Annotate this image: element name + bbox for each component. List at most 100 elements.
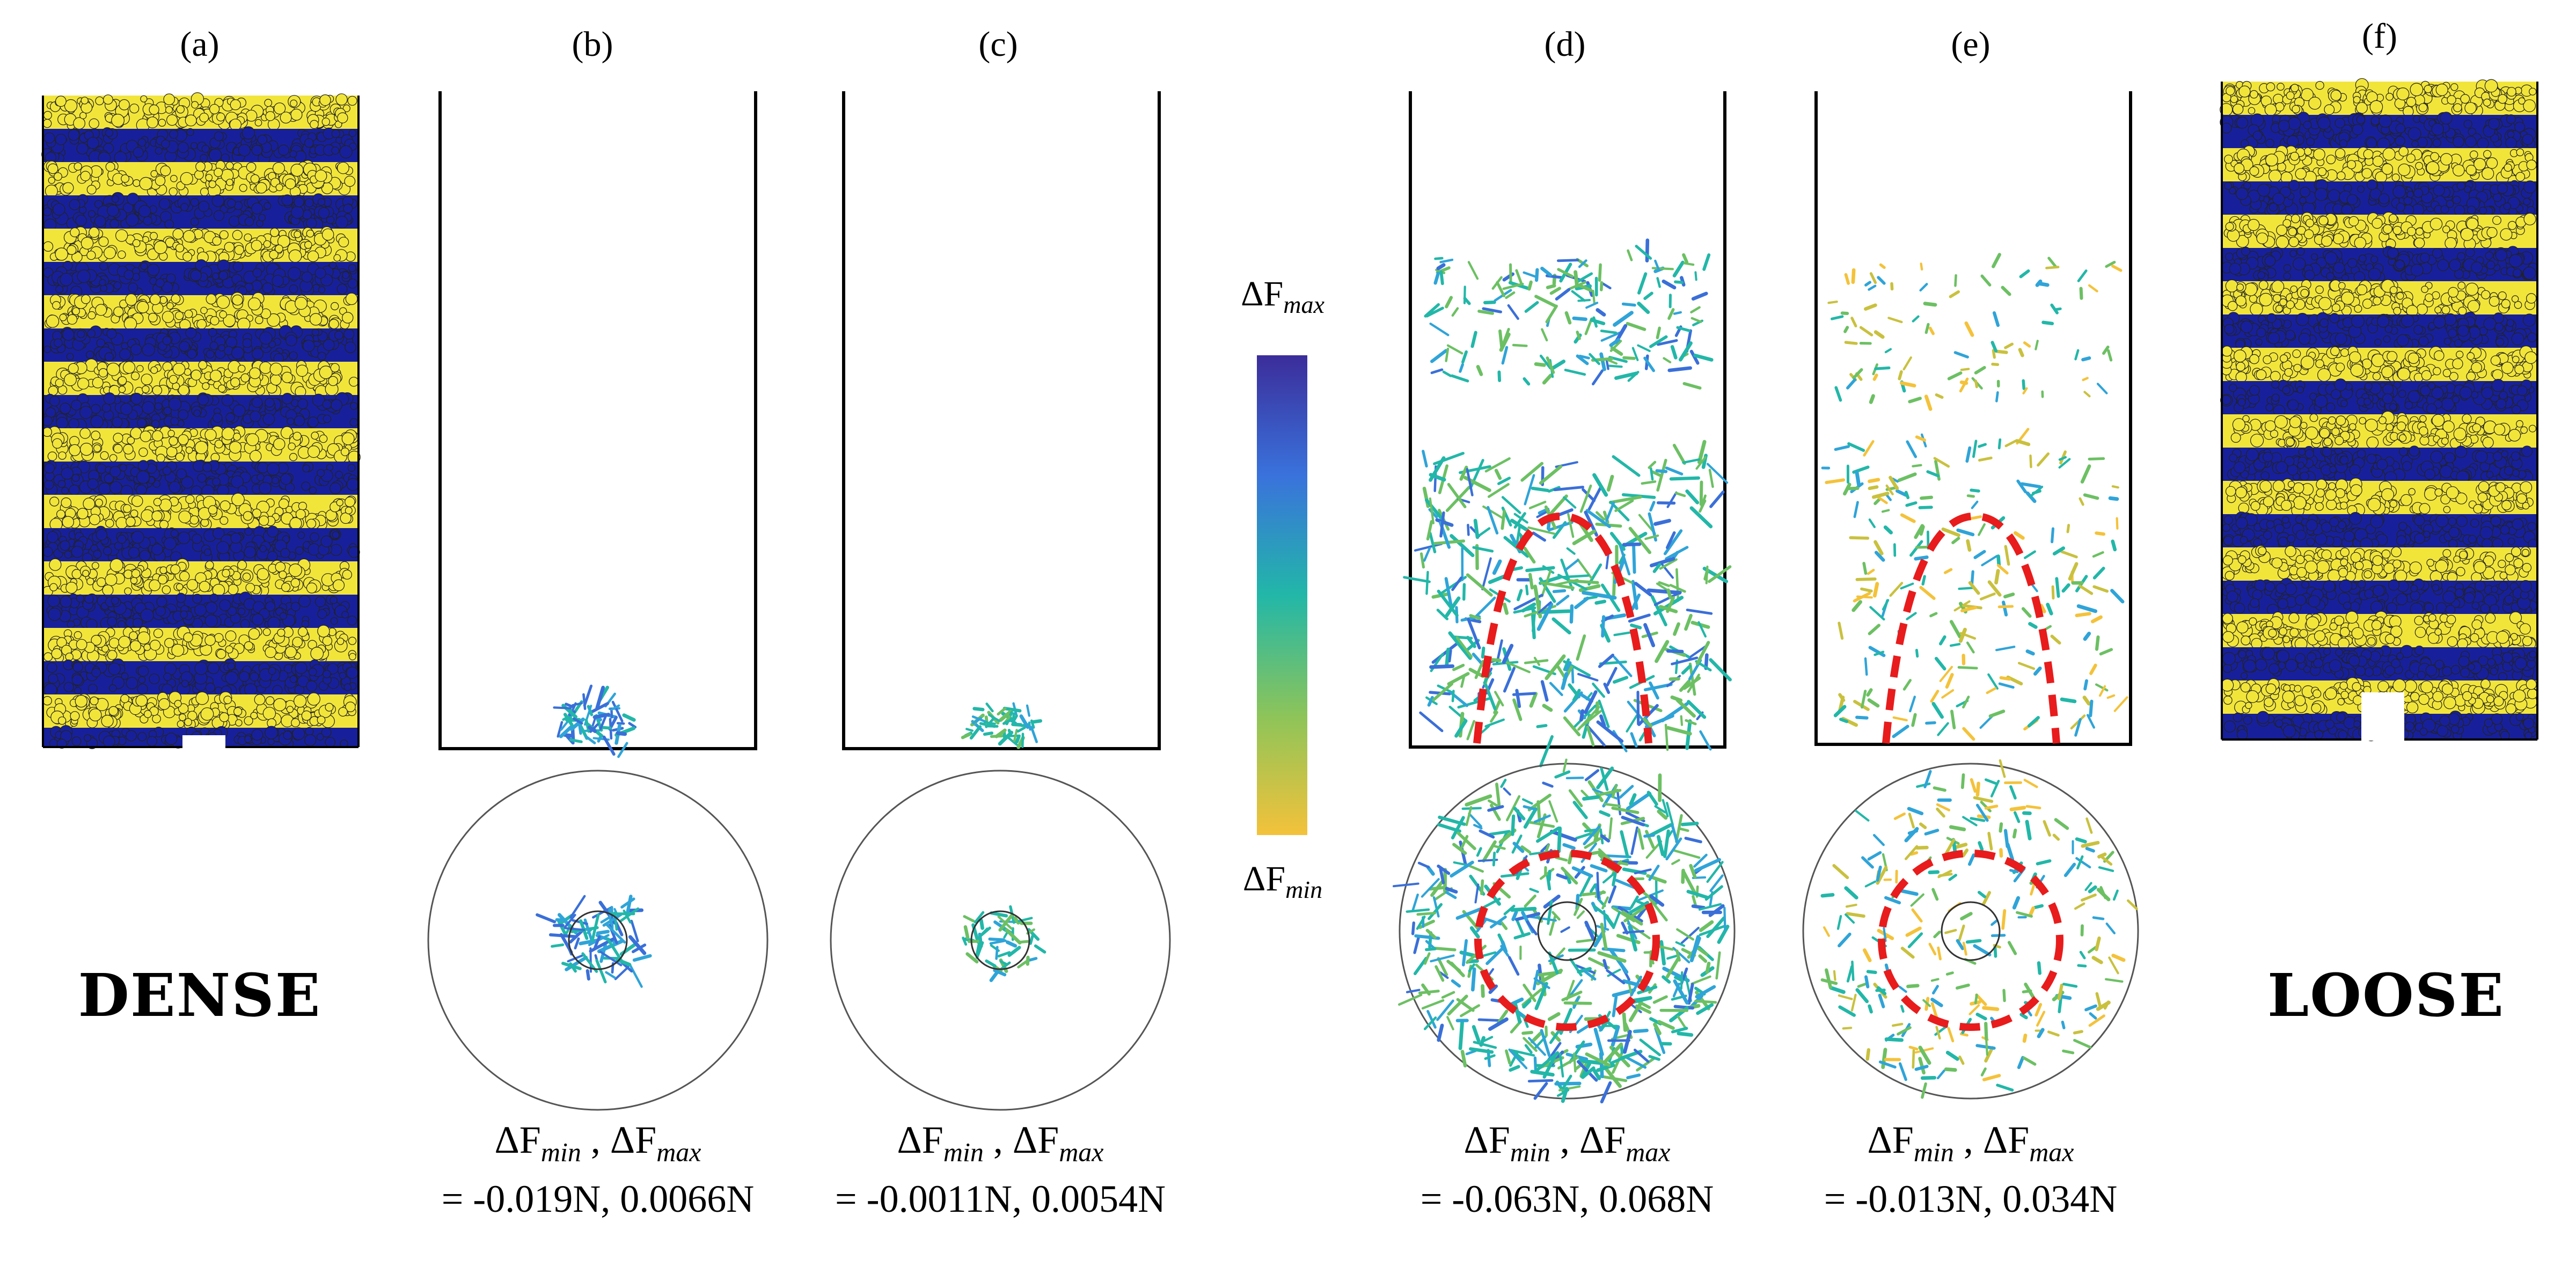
particle <box>47 594 60 608</box>
particle <box>150 170 158 178</box>
particle <box>301 620 310 628</box>
particle <box>55 247 68 261</box>
particle <box>2419 503 2431 515</box>
particle <box>246 162 257 172</box>
particle <box>2402 461 2412 471</box>
particle <box>178 434 189 445</box>
particle <box>57 716 67 725</box>
particle <box>2321 235 2332 247</box>
particle <box>49 558 62 571</box>
particle <box>170 564 181 575</box>
particle <box>264 202 272 210</box>
particle <box>47 451 57 461</box>
particle <box>80 171 91 181</box>
particle <box>262 628 271 636</box>
particle <box>318 207 330 219</box>
particle <box>2458 306 2467 316</box>
particle <box>2333 262 2345 274</box>
particle <box>149 639 161 651</box>
particle <box>2326 402 2336 412</box>
particle <box>170 417 179 426</box>
particle <box>2500 228 2513 241</box>
particle <box>109 466 121 478</box>
particle <box>291 718 300 728</box>
particle <box>2326 155 2336 165</box>
particle <box>170 529 179 538</box>
particle <box>2413 325 2424 335</box>
particle <box>214 167 223 177</box>
particle <box>2328 189 2341 202</box>
particle <box>2486 227 2498 238</box>
particle <box>197 473 207 483</box>
particle <box>53 203 65 216</box>
particle <box>237 608 246 616</box>
particle <box>102 584 114 596</box>
particle <box>2280 354 2288 363</box>
particle <box>2426 559 2434 567</box>
particle <box>292 727 305 740</box>
particle <box>2514 364 2524 375</box>
particle <box>305 727 314 736</box>
particle <box>2295 555 2305 565</box>
particle <box>2293 364 2302 372</box>
particle <box>2483 98 2491 107</box>
particle <box>2290 286 2298 293</box>
particle <box>2505 553 2514 562</box>
particle <box>162 311 174 323</box>
particle <box>2348 216 2359 226</box>
particle <box>164 219 174 229</box>
particle <box>2396 421 2406 431</box>
particle <box>2236 283 2244 291</box>
particle <box>244 546 257 559</box>
particle <box>284 646 297 658</box>
particle <box>2385 93 2394 101</box>
particle <box>2433 367 2441 376</box>
particle <box>190 217 199 226</box>
particle <box>219 500 231 511</box>
particle <box>2293 496 2307 510</box>
particle <box>2308 595 2321 608</box>
particle <box>2490 355 2501 366</box>
particle <box>2420 385 2431 397</box>
particle <box>244 233 252 242</box>
particle <box>2445 605 2456 615</box>
particle <box>2234 349 2246 363</box>
particle <box>105 573 118 587</box>
particle <box>2432 248 2443 259</box>
particle <box>136 365 144 372</box>
particle <box>2406 97 2417 107</box>
particle <box>2319 318 2329 328</box>
particle <box>2515 172 2526 182</box>
particle <box>70 227 80 238</box>
particle <box>262 282 273 294</box>
particle <box>155 605 166 617</box>
particle <box>2473 561 2486 574</box>
particle <box>245 583 255 592</box>
particle <box>333 254 341 262</box>
particle <box>61 497 72 508</box>
particle <box>2463 592 2475 604</box>
particle <box>2455 445 2468 458</box>
particle <box>2340 501 2348 510</box>
particle <box>2349 512 2362 525</box>
particle <box>87 311 96 320</box>
particle <box>2460 94 2470 104</box>
particle <box>120 694 129 704</box>
particle <box>65 581 78 594</box>
particle <box>2447 328 2457 338</box>
particle <box>2350 601 2360 612</box>
particle <box>289 452 298 462</box>
particle <box>2353 96 2361 104</box>
particle <box>208 180 216 188</box>
particle <box>171 294 181 304</box>
particle <box>175 244 185 253</box>
particle <box>2404 401 2413 409</box>
particle <box>2521 548 2530 557</box>
particle <box>2303 121 2312 130</box>
particle <box>2456 567 2465 576</box>
particle <box>2250 598 2260 608</box>
particle <box>98 482 111 495</box>
particle <box>2395 260 2405 269</box>
particle <box>267 617 281 630</box>
particle <box>320 535 333 547</box>
